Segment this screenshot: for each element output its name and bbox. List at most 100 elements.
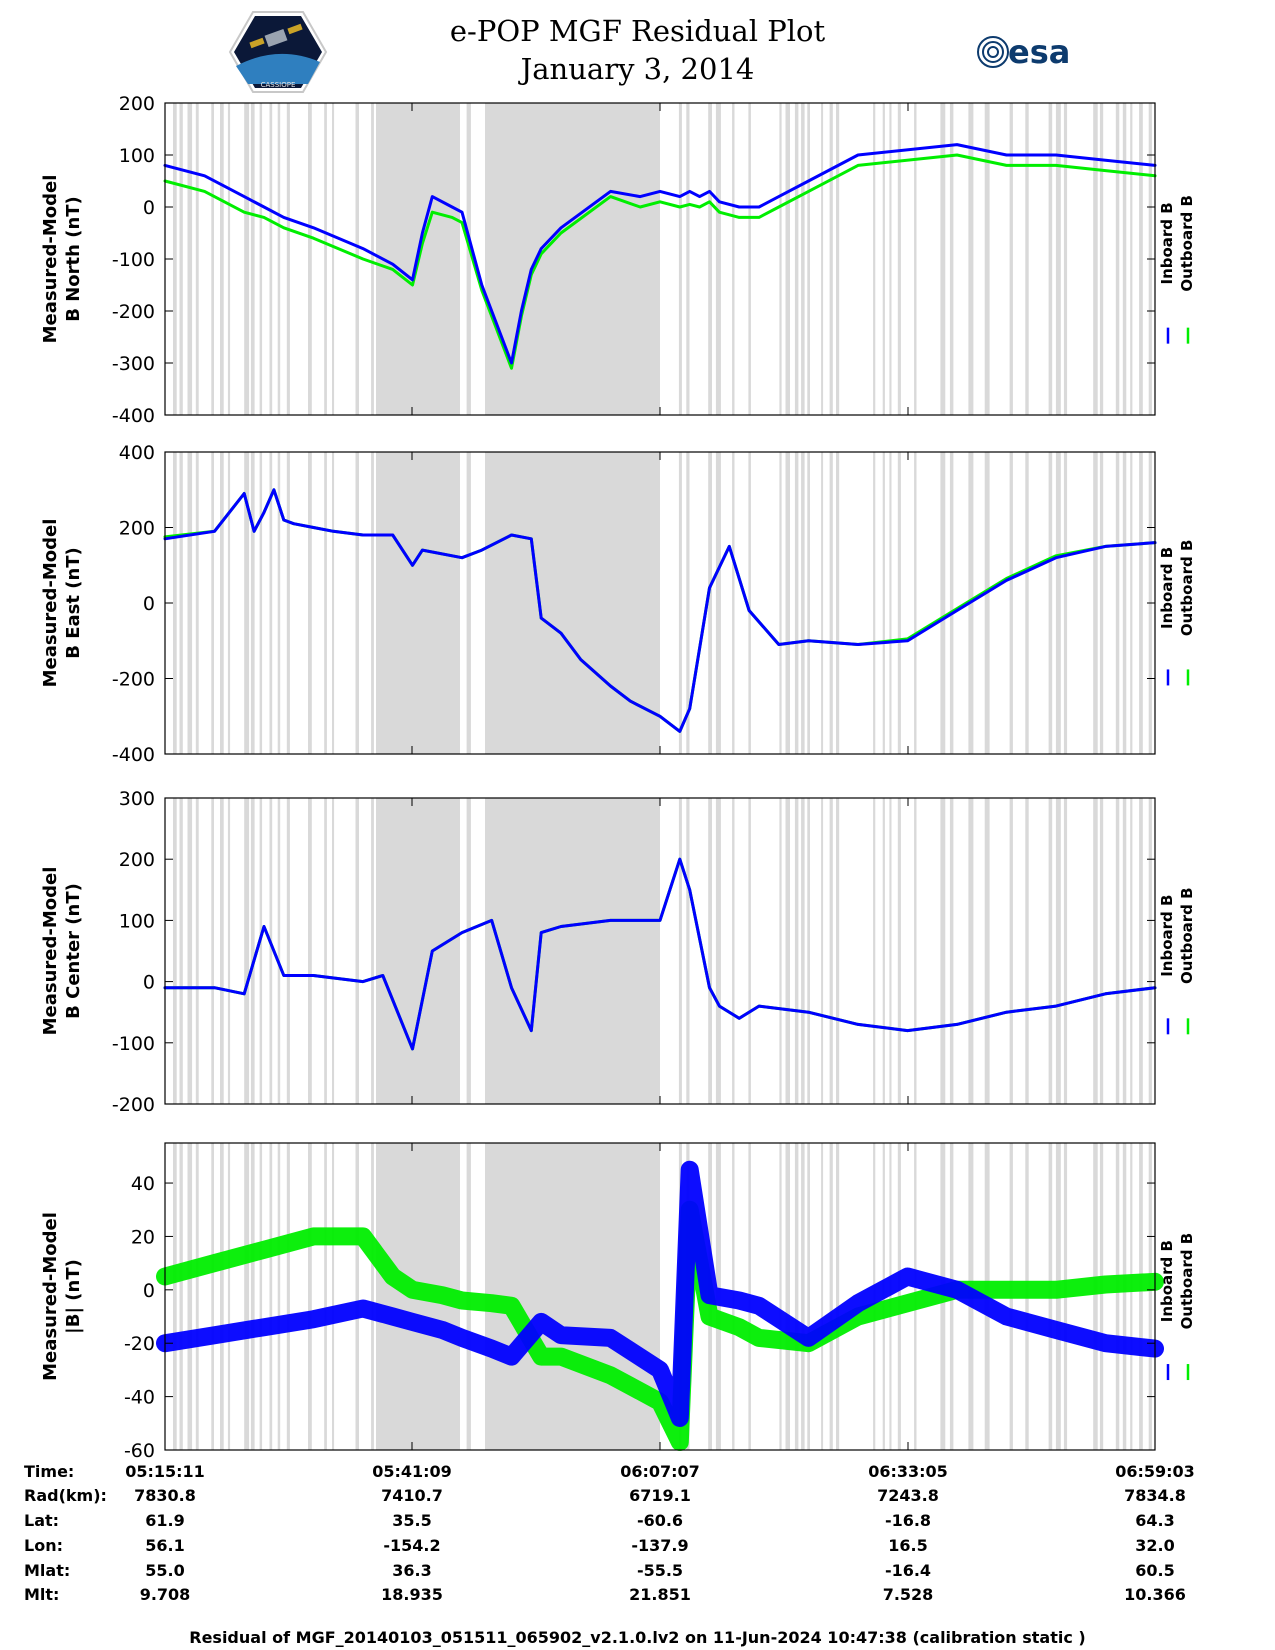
ephem-label-mlt: Mlt:	[24, 1585, 60, 1604]
shade-stripe	[179, 1143, 183, 1450]
ephem-value: 05:15:11	[125, 1462, 205, 1481]
ephem-value: 36.3	[392, 1561, 432, 1580]
shade-stripe	[785, 1143, 790, 1450]
shade-stripe	[801, 798, 805, 1104]
shade-stripe	[220, 798, 224, 1104]
shade-stripe	[882, 103, 885, 415]
shade-stripe	[708, 798, 712, 1104]
legend-label-inboard: Inboard B	[1158, 202, 1176, 284]
shade-stripe	[227, 1143, 231, 1450]
shade-stripe	[807, 1143, 810, 1450]
shade-stripe	[829, 103, 833, 415]
shade-stripe	[836, 103, 840, 415]
shade-stripe	[195, 798, 199, 1104]
ephem-value: 7410.7	[381, 1486, 443, 1505]
shade-stripe	[195, 452, 199, 754]
shade-stripe	[1048, 798, 1053, 1104]
shade-stripe	[1130, 1143, 1133, 1450]
shade-stripe	[1055, 798, 1061, 1104]
shade-stripe	[211, 1143, 214, 1450]
shade-stripe	[940, 103, 946, 415]
shade-stripe	[732, 452, 735, 754]
shade-stripe	[779, 1143, 782, 1450]
shade-stripe	[794, 452, 799, 754]
shade-stripe	[173, 452, 177, 754]
shade-stripe	[940, 798, 946, 1104]
shade-stripe	[914, 452, 917, 754]
ephem-value: 55.0	[145, 1561, 185, 1580]
y-tick-label: 0	[143, 972, 155, 994]
shade-stripe	[829, 1143, 833, 1450]
shade-stripe	[244, 1143, 250, 1450]
shade-block	[485, 798, 660, 1104]
shade-stripe	[829, 798, 833, 1104]
legend-label-inboard: Inboard B	[1158, 547, 1176, 629]
shade-stripe	[277, 1143, 281, 1450]
shade-stripe	[821, 1143, 824, 1450]
ephem-value: 18.935	[381, 1585, 443, 1604]
shade-stripe	[1055, 103, 1061, 415]
shade-stripe	[748, 103, 751, 415]
ephem-value: -16.8	[884, 1511, 932, 1530]
legend-label-outboard: Outboard B	[1178, 195, 1196, 292]
shade-stripe	[355, 798, 359, 1104]
shade-stripe	[889, 103, 892, 415]
shade-stripe	[244, 103, 250, 415]
legend-label-inboard: Inboard B	[1158, 895, 1176, 977]
footer-caption: Residual of MGF_20140103_051511_065902_v…	[189, 1628, 1086, 1647]
ephem-label-lon: Lon:	[24, 1536, 63, 1555]
shade-stripe	[882, 452, 885, 754]
shade-stripe	[882, 798, 885, 1104]
shade-stripe	[801, 452, 805, 754]
shade-stripe	[308, 798, 312, 1104]
shade-stripe	[220, 452, 224, 754]
ephem-value: 6719.1	[629, 1486, 691, 1505]
y-axis-label: B North (nT)	[63, 196, 84, 322]
shade-stripe	[785, 452, 790, 754]
shade-stripe	[179, 798, 183, 1104]
shade-stripe	[259, 452, 263, 754]
y-tick-label: 300	[119, 788, 155, 810]
shade-stripe	[277, 798, 281, 1104]
shade-stripe	[678, 452, 682, 754]
coverage-shading	[173, 452, 1152, 754]
shade-stripe	[968, 798, 974, 1104]
shade-stripe	[355, 452, 359, 754]
shade-stripe	[940, 452, 946, 754]
shade-stripe	[269, 103, 273, 415]
shade-stripe	[371, 798, 374, 1104]
shade-stripe	[324, 452, 327, 754]
shade-stripe	[227, 103, 231, 415]
y-axis-label: B East (nT)	[63, 547, 84, 659]
y-axis-label: |B| (nT)	[63, 1259, 84, 1334]
shade-stripe	[1122, 798, 1127, 1104]
shade-stripe	[1099, 103, 1104, 415]
y-tick-label: 20	[131, 1226, 155, 1248]
shade-stripe	[1025, 452, 1029, 754]
y-axis-label: Measured-Model	[40, 519, 61, 688]
shade-stripe	[1099, 1143, 1104, 1450]
ephem-value: 7.528	[882, 1585, 934, 1604]
shade-stripe	[244, 452, 250, 754]
shade-stripe	[889, 452, 892, 754]
shade-block	[485, 1143, 660, 1450]
shade-stripe	[1093, 103, 1098, 415]
shade-stripe	[686, 798, 690, 1104]
shade-stripe	[678, 798, 682, 1104]
legend-label-outboard: Outboard B	[1178, 887, 1196, 984]
shade-stripe	[984, 452, 990, 754]
panel-b-east: 400 200 0 -200 -400 Measured-Model B East (nT)…	[40, 442, 1196, 766]
y-tick-label: 200	[119, 849, 155, 871]
shade-stripe	[836, 1143, 840, 1450]
ephem-value: -137.9	[631, 1536, 689, 1555]
shade-stripe	[1093, 452, 1098, 754]
shade-stripe	[1025, 798, 1029, 1104]
shade-stripe	[732, 103, 735, 415]
shade-stripe	[308, 1143, 312, 1450]
shade-stripe	[686, 452, 690, 754]
shade-stripe	[332, 798, 335, 1104]
shade-stripe	[821, 452, 824, 754]
shade-stripe	[889, 798, 892, 1104]
shade-stripe	[371, 452, 374, 754]
